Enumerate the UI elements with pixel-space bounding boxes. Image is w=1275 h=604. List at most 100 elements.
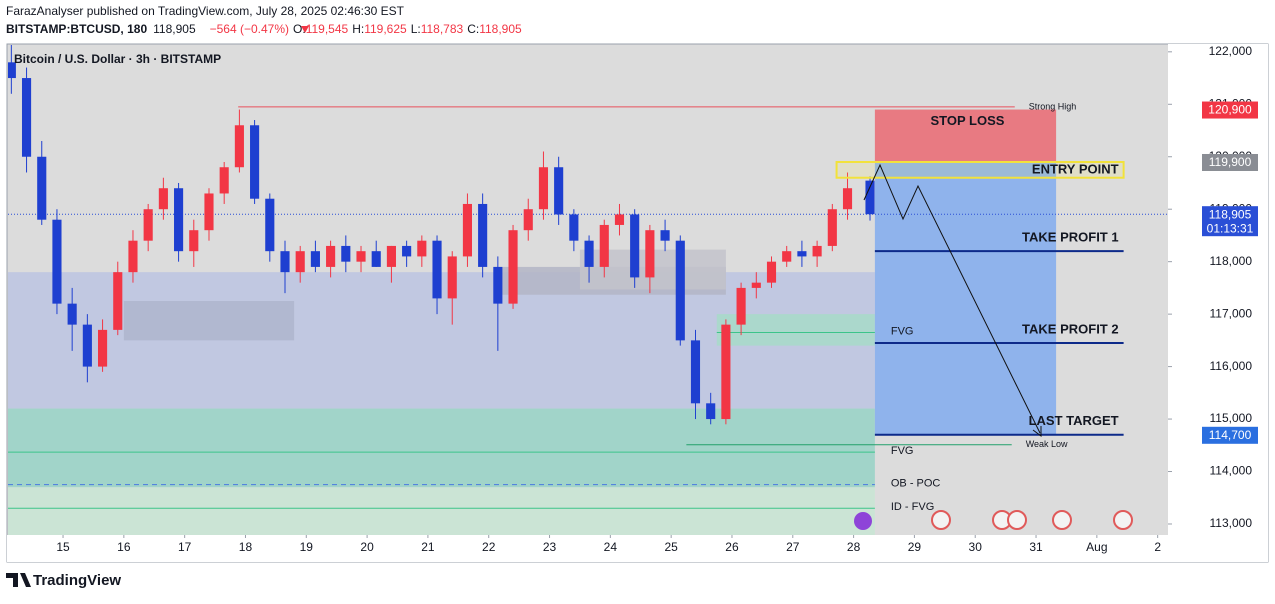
candle-body [493, 266, 503, 304]
candle-body [219, 167, 229, 194]
level-label: FVG [891, 445, 914, 457]
candle-body [614, 214, 625, 225]
x-tick-label: 22 [482, 540, 496, 554]
target-price-label: 114,700 [1209, 428, 1252, 442]
candle-body [751, 282, 761, 288]
stop-loss-price-label: 120,900 [1208, 103, 1252, 117]
candle-body [326, 245, 336, 267]
candle-body [417, 240, 427, 257]
event-icons [854, 510, 1133, 530]
last-price-badge [1202, 206, 1258, 237]
x-tick-label: 15 [56, 540, 70, 554]
candle-body [690, 340, 701, 404]
published-line: FarazAnalyser published on TradingView.c… [6, 4, 405, 18]
candle-body [736, 287, 746, 325]
candle-body [569, 214, 579, 241]
x-tick-label: Aug [1086, 540, 1107, 554]
candle-body [478, 203, 488, 267]
zone [8, 487, 875, 535]
candle-body [865, 180, 875, 215]
y-tick-label: 116,000 [1210, 359, 1253, 373]
icon [1113, 510, 1133, 530]
x-tick-label: 26 [725, 540, 739, 554]
y-tick-label: 122,000 [1209, 44, 1253, 58]
candle-body [98, 329, 108, 367]
stop-loss-price-badge [1202, 101, 1258, 119]
candle-body [630, 214, 640, 278]
ohlc-label: H: [352, 22, 364, 36]
x-tick-label: 24 [604, 540, 618, 554]
candle-body [660, 230, 670, 241]
candle-body [508, 230, 518, 304]
candle-body [538, 167, 549, 210]
candle-body [280, 251, 290, 273]
last-price-label: 118,905 [1209, 207, 1252, 221]
level-label: Strong High [1029, 101, 1077, 111]
arrow-head [1032, 426, 1042, 437]
entry-price-label: 119,900 [1209, 155, 1252, 169]
target-label: LAST TARGET [1029, 413, 1119, 428]
y-tick-label: 114,000 [1210, 464, 1253, 478]
candle-body [721, 324, 731, 420]
candle-body [782, 251, 792, 262]
candle-body [295, 251, 305, 273]
y-tick-label: 118,000 [1210, 254, 1253, 268]
x-tick-label: 27 [786, 540, 800, 554]
x-tick-label: 28 [847, 540, 861, 554]
target-label: TAKE PROFIT 1 [1022, 230, 1119, 245]
price-scale [1168, 44, 1268, 562]
candle-body [584, 240, 594, 267]
quote-line: BITSTAMP:BTCUSD, 180 118,905 −564 (−0.47%)… [6, 22, 522, 36]
candle-body [37, 156, 47, 220]
entry-zone [835, 160, 1125, 179]
symbol: BITSTAMP:BTCUSD, 180 [6, 22, 147, 36]
x-tick-label: 17 [178, 540, 192, 554]
x-tick-label: 25 [664, 540, 678, 554]
x-tick-label: 19 [300, 540, 314, 554]
candle-body [174, 188, 184, 252]
candle-body [356, 251, 366, 262]
icon [854, 512, 872, 530]
candle-body [204, 193, 214, 231]
candle-body [158, 188, 168, 210]
level-label: FVG [891, 325, 914, 337]
y-tick-label: 115,000 [1210, 411, 1253, 425]
x-tick-label: 21 [421, 540, 435, 554]
candle-body [386, 245, 396, 267]
candle-body [67, 303, 77, 325]
candle-body [250, 125, 260, 199]
zone [8, 408, 875, 488]
x-tick-label: 20 [360, 540, 374, 554]
last-price-countdown: 01:13:31 [1207, 221, 1254, 235]
down-arrow-icon [301, 26, 309, 33]
target-label: TAKE PROFIT 2 [1022, 321, 1119, 336]
candle-body [113, 272, 123, 330]
candle-body [447, 256, 457, 299]
ohlc-value: 118,783 [421, 22, 464, 36]
level-label: OB - POC [891, 478, 941, 490]
stop-loss-zone [874, 109, 1057, 162]
candle-body [766, 261, 777, 283]
time-scale [7, 535, 1168, 562]
change: −564 (−0.47%) [210, 22, 289, 36]
candle-body [827, 209, 837, 246]
icon [931, 510, 951, 530]
x-tick-label: 29 [908, 540, 922, 554]
x-tick-label: 23 [543, 540, 557, 554]
candle-body [432, 240, 442, 299]
zone [123, 301, 295, 341]
candle-body [234, 125, 244, 168]
candle-body [128, 240, 138, 273]
candle-body [523, 209, 533, 231]
entry-label: ENTRY POINT [1032, 161, 1119, 176]
logo-mark [6, 573, 31, 587]
candle-body [812, 245, 822, 257]
candle-body [402, 245, 412, 257]
candle-body [265, 198, 275, 252]
target-zone [874, 161, 1057, 435]
entry-price-badge [1202, 153, 1258, 171]
x-tick-label: 31 [1029, 540, 1043, 554]
published: FarazAnalyser published on TradingView.c… [6, 4, 405, 18]
plot [8, 45, 1168, 535]
